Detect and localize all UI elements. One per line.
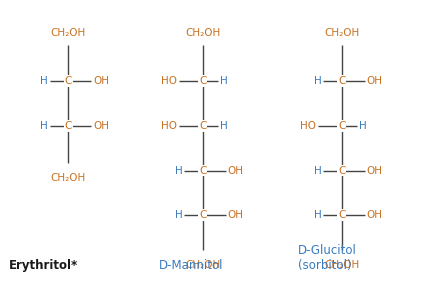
Text: HO: HO	[300, 121, 316, 131]
Text: CH₂OH: CH₂OH	[185, 260, 220, 270]
Text: H: H	[220, 121, 228, 131]
Text: OH: OH	[93, 121, 109, 131]
Text: OH: OH	[366, 76, 382, 86]
Text: C: C	[338, 210, 345, 220]
Text: C: C	[338, 76, 345, 86]
Text: C: C	[65, 121, 72, 131]
Text: HO: HO	[161, 76, 177, 86]
Text: OH: OH	[93, 76, 109, 86]
Text: D-Mannitol: D-Mannitol	[159, 259, 223, 272]
Text: HO: HO	[161, 121, 177, 131]
Text: C: C	[199, 210, 206, 220]
Text: CH₂OH: CH₂OH	[324, 27, 359, 38]
Text: OH: OH	[228, 210, 243, 220]
Text: C: C	[199, 76, 206, 86]
Text: C: C	[65, 76, 72, 86]
Text: D-Glucitol
(sorbitol): D-Glucitol (sorbitol)	[298, 244, 357, 272]
Text: H: H	[220, 76, 228, 86]
Text: C: C	[338, 121, 345, 131]
Text: C: C	[199, 121, 206, 131]
Text: Erythritol*: Erythritol*	[9, 259, 78, 272]
Text: H: H	[314, 76, 321, 86]
Text: H: H	[314, 166, 321, 175]
Text: C: C	[199, 166, 206, 175]
Text: H: H	[359, 121, 367, 131]
Text: OH: OH	[228, 166, 243, 175]
Text: CH₂OH: CH₂OH	[51, 27, 86, 38]
Text: H: H	[175, 210, 183, 220]
Text: H: H	[175, 166, 183, 175]
Text: H: H	[40, 121, 48, 131]
Text: CH₂OH: CH₂OH	[51, 173, 86, 184]
Text: CH₂OH: CH₂OH	[324, 260, 359, 270]
Text: OH: OH	[366, 166, 382, 175]
Text: C: C	[338, 166, 345, 175]
Text: CH₂OH: CH₂OH	[185, 27, 220, 38]
Text: OH: OH	[366, 210, 382, 220]
Text: H: H	[314, 210, 321, 220]
Text: H: H	[40, 76, 48, 86]
